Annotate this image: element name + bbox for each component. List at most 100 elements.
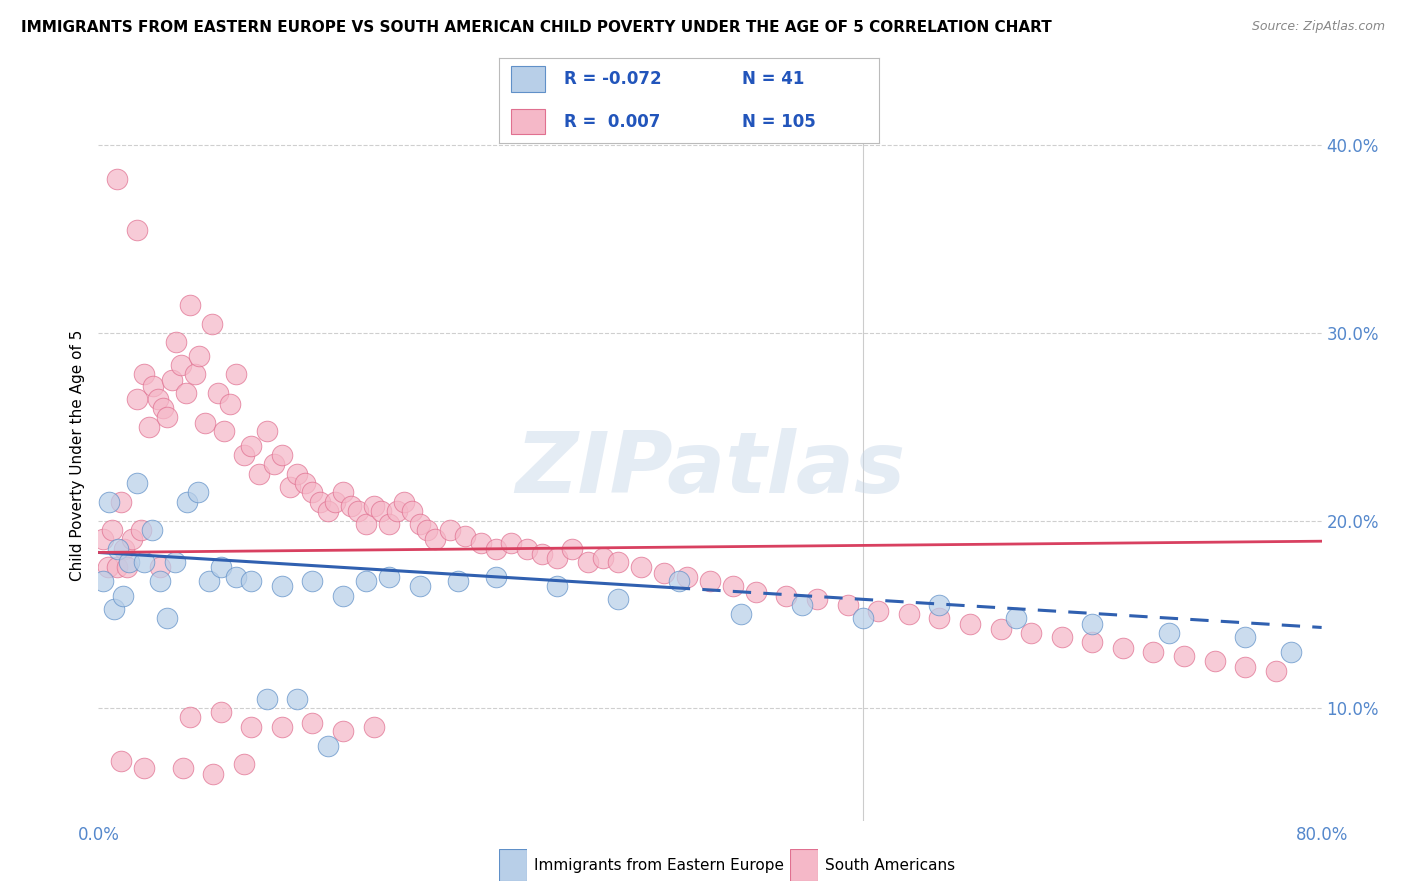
- Point: [200, 317, 222, 331]
- Point: [207, 386, 229, 401]
- Point: [928, 598, 950, 612]
- Point: [240, 720, 263, 734]
- Point: [256, 691, 278, 706]
- Point: [485, 541, 508, 556]
- Point: [530, 547, 553, 561]
- Point: [339, 499, 361, 513]
- Point: [270, 579, 292, 593]
- Text: N = 41: N = 41: [742, 70, 804, 88]
- Point: [129, 523, 152, 537]
- Point: [285, 467, 308, 481]
- Point: [176, 495, 198, 509]
- Point: [134, 368, 156, 382]
- Point: [156, 410, 179, 425]
- Point: [546, 579, 568, 593]
- Point: [91, 574, 114, 588]
- Point: [516, 541, 538, 556]
- Point: [1279, 645, 1302, 659]
- Point: [125, 476, 148, 491]
- Point: [225, 368, 247, 382]
- Point: [142, 378, 165, 392]
- Point: [97, 560, 120, 574]
- Point: [98, 495, 121, 509]
- Point: [188, 349, 211, 363]
- Point: [138, 419, 160, 434]
- Point: [101, 523, 124, 537]
- Point: [721, 579, 744, 593]
- Point: [117, 560, 139, 574]
- Point: [470, 536, 492, 550]
- Point: [225, 570, 247, 584]
- Point: [247, 467, 270, 481]
- Point: [165, 335, 187, 350]
- Point: [392, 495, 416, 509]
- Text: ZIPatlas: ZIPatlas: [515, 428, 905, 511]
- Point: [301, 485, 323, 500]
- Point: [263, 458, 285, 472]
- Point: [256, 424, 278, 438]
- Point: [209, 705, 232, 719]
- Text: R =  0.007: R = 0.007: [564, 112, 659, 130]
- Point: [852, 611, 875, 625]
- Point: [1264, 664, 1286, 678]
- Point: [454, 528, 477, 542]
- Point: [561, 541, 583, 556]
- Point: [1050, 630, 1073, 644]
- Point: [103, 601, 125, 615]
- Point: [332, 589, 354, 603]
- Point: [149, 560, 172, 574]
- Point: [363, 499, 385, 513]
- Point: [1112, 641, 1135, 656]
- Point: [439, 523, 461, 537]
- Point: [107, 541, 129, 556]
- Point: [179, 298, 201, 312]
- Point: [652, 566, 675, 580]
- Point: [212, 424, 235, 438]
- Point: [676, 570, 699, 584]
- Point: [160, 373, 183, 387]
- Point: [110, 754, 132, 768]
- Point: [112, 541, 135, 556]
- Point: [105, 560, 128, 574]
- Point: [91, 533, 114, 547]
- Point: [1234, 660, 1257, 674]
- Point: [125, 392, 148, 406]
- Point: [240, 574, 263, 588]
- Point: [501, 536, 523, 550]
- Point: [202, 766, 225, 780]
- Point: [172, 761, 194, 775]
- Point: [837, 598, 859, 612]
- Text: South Americans: South Americans: [825, 858, 956, 872]
- Point: [378, 570, 401, 584]
- Point: [385, 504, 408, 518]
- Text: R = -0.072: R = -0.072: [564, 70, 661, 88]
- Point: [408, 517, 430, 532]
- Point: [309, 495, 332, 509]
- Point: [105, 172, 128, 186]
- Point: [1142, 645, 1164, 659]
- Point: [209, 560, 232, 574]
- Point: [270, 720, 292, 734]
- Point: [152, 401, 174, 415]
- FancyBboxPatch shape: [510, 109, 544, 134]
- Point: [332, 485, 354, 500]
- Point: [897, 607, 920, 622]
- Point: [607, 592, 630, 607]
- Point: [668, 574, 690, 588]
- Text: N = 105: N = 105: [742, 112, 815, 130]
- Point: [316, 739, 339, 753]
- Point: [174, 386, 197, 401]
- Point: [1004, 611, 1026, 625]
- Point: [197, 574, 219, 588]
- Point: [730, 607, 752, 622]
- Text: Immigrants from Eastern Europe: Immigrants from Eastern Europe: [534, 858, 785, 872]
- Point: [959, 616, 981, 631]
- Point: [607, 555, 630, 569]
- Point: [184, 368, 207, 382]
- Point: [401, 504, 423, 518]
- Point: [134, 555, 156, 569]
- Point: [146, 392, 169, 406]
- Point: [868, 604, 890, 618]
- Point: [990, 623, 1012, 637]
- FancyBboxPatch shape: [510, 67, 544, 92]
